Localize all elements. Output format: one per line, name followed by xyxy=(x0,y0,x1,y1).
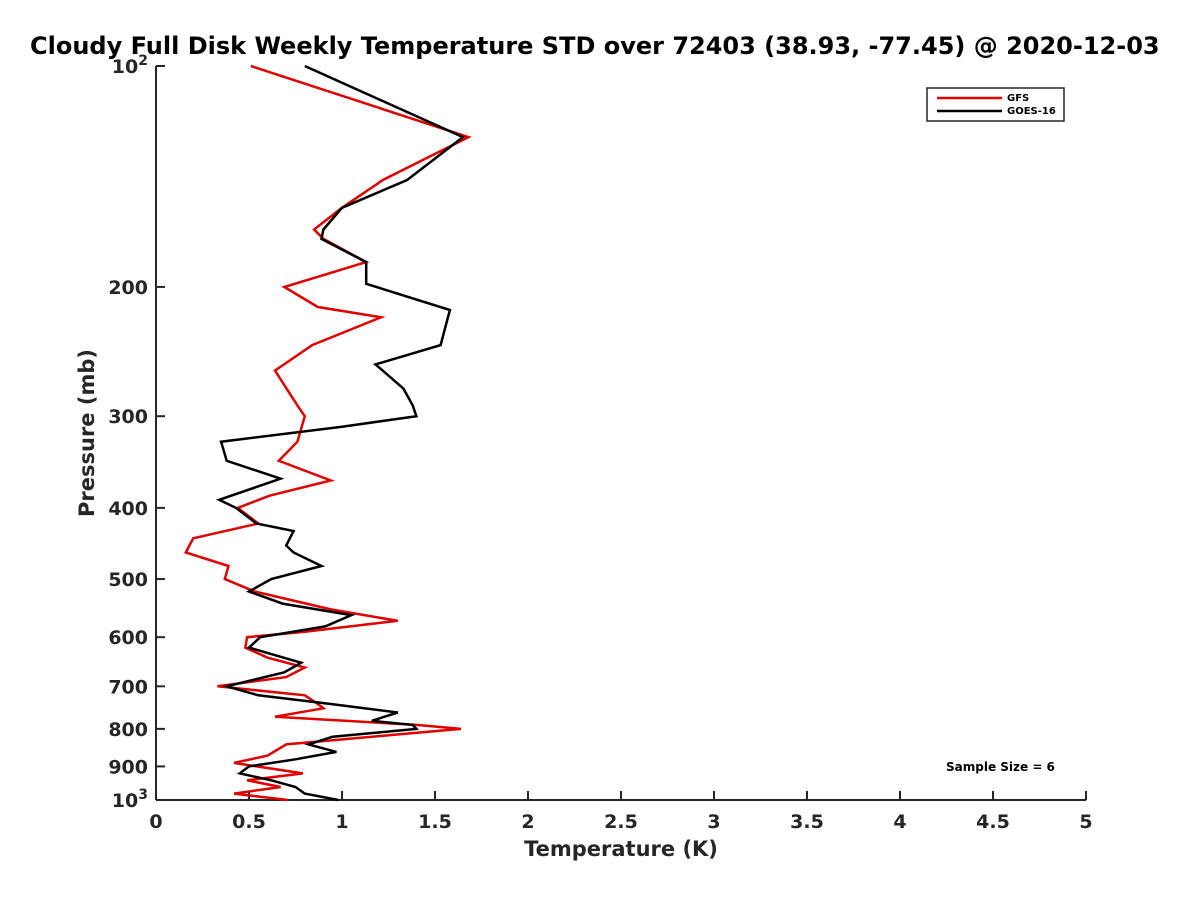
x-axis-label: Temperature (K) xyxy=(524,837,718,861)
y-tick-label: 102 xyxy=(112,53,148,78)
y-tick-label: 500 xyxy=(108,569,148,591)
x-tick-label: 2.5 xyxy=(604,811,638,833)
legend-box xyxy=(926,87,1065,122)
x-tick-label: 4 xyxy=(893,811,906,833)
legend: GFS GOES-16 xyxy=(926,87,1065,122)
legend-label-gfs: GFS xyxy=(1007,93,1029,104)
y-tick-label: 200 xyxy=(108,277,148,299)
y-tick-label: 300 xyxy=(108,406,148,428)
legend-label-goes16: GOES-16 xyxy=(1007,106,1056,117)
x-tick-label: 3.5 xyxy=(790,811,824,833)
x-tick-label: 3 xyxy=(707,811,720,833)
x-tick-label: 0 xyxy=(149,811,162,833)
series-line-goes16 xyxy=(215,64,466,802)
y-tick-label: 700 xyxy=(108,676,148,698)
x-ticks: 0 0.5 1 1.5 2 2.5 3 3.5 4 4.5 5 xyxy=(149,791,1093,833)
y-tick-label: 800 xyxy=(108,719,148,741)
y-tick-base: 10 xyxy=(112,790,138,812)
y-axis-label: Pressure (mb) xyxy=(75,349,99,517)
x-tick-label: 2 xyxy=(521,811,534,833)
y-tick-label: 400 xyxy=(108,498,148,520)
y-tick-exponent: 3 xyxy=(138,787,148,803)
x-tick-label: 0.5 xyxy=(232,811,266,833)
x-tick-label: 1 xyxy=(335,811,348,833)
x-tick-label: 4.5 xyxy=(976,811,1010,833)
y-tick-label: 600 xyxy=(108,627,148,649)
y-tick-label: 103 xyxy=(112,787,148,812)
x-tick-label: 1.5 xyxy=(418,811,452,833)
chart-title: Cloudy Full Disk Weekly Temperature STD … xyxy=(30,32,1160,60)
y-tick-label: 900 xyxy=(108,756,148,778)
series-line-gfs xyxy=(184,64,472,802)
y-tick-exponent: 2 xyxy=(138,53,148,69)
y-tick-base: 10 xyxy=(112,56,138,78)
x-tick-label: 5 xyxy=(1079,811,1092,833)
sample-size-annotation: Sample Size = 6 xyxy=(946,760,1055,774)
series-lines xyxy=(184,64,472,802)
plot-area: 0 0.5 1 1.5 2 2.5 3 3.5 4 4.5 5 102200300400500600… xyxy=(108,53,1092,833)
